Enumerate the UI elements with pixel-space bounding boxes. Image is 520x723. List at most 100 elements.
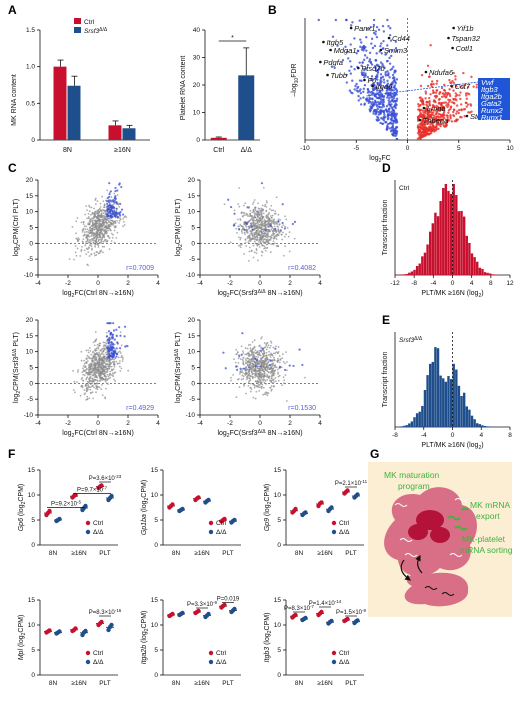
g-text-mk-platelet: MK-platelet bbox=[462, 534, 506, 544]
f-legend-ko: Δ/Δ bbox=[216, 659, 227, 666]
c-grey-point bbox=[90, 230, 93, 232]
c-grey-point bbox=[88, 355, 90, 358]
c-grey-point bbox=[92, 341, 95, 344]
c-grey-point bbox=[262, 368, 265, 371]
c-grey-point bbox=[280, 233, 283, 236]
c-grey-point bbox=[90, 206, 93, 209]
c-grey-point bbox=[257, 356, 260, 358]
f-ytick-label: 0 bbox=[154, 542, 158, 549]
sorting-arrow-up bbox=[415, 554, 423, 574]
b-blue-point bbox=[388, 107, 391, 110]
c-grey-point bbox=[99, 379, 102, 382]
c-blue-point bbox=[253, 357, 257, 360]
c-grey-point bbox=[270, 367, 272, 370]
c-grey-point bbox=[271, 377, 273, 379]
c-xtick-label: 0 bbox=[258, 280, 262, 287]
c-grey-point bbox=[240, 371, 242, 373]
c-grey-point bbox=[255, 230, 258, 232]
b-blue-point bbox=[357, 99, 360, 102]
c-grey-point bbox=[278, 355, 281, 357]
b-blue-point bbox=[363, 76, 366, 79]
c-xtick-label: 0 bbox=[96, 280, 100, 287]
c-grey-point bbox=[238, 236, 240, 239]
c-grey-point bbox=[89, 380, 92, 382]
b-red-point bbox=[462, 71, 465, 75]
b-red-point bbox=[455, 112, 458, 115]
b-red-point bbox=[472, 85, 475, 88]
c-grey-point bbox=[251, 235, 254, 238]
c-grey-point bbox=[260, 215, 262, 218]
c-blue-point bbox=[243, 228, 246, 232]
b-red-point bbox=[435, 110, 439, 114]
b-red-point bbox=[424, 107, 427, 111]
c-ylabel: log2CPM(Ctrl PLT) bbox=[13, 199, 22, 257]
b-blue-point bbox=[361, 61, 364, 64]
c-grey-point bbox=[109, 376, 112, 379]
platelet-cell bbox=[404, 572, 469, 607]
c-ylabel-sup: Δ/Δ bbox=[174, 348, 180, 357]
b-red-point bbox=[430, 108, 434, 111]
c-grey-point bbox=[256, 365, 259, 368]
c-grey-point bbox=[249, 377, 251, 380]
b-blue-point bbox=[369, 106, 372, 110]
c-grey-point bbox=[243, 373, 246, 375]
b-blue-point bbox=[388, 103, 392, 107]
c-grey-point bbox=[236, 231, 238, 234]
c-grey-point bbox=[282, 224, 285, 227]
b-blue-point bbox=[365, 97, 369, 100]
c-grey-point bbox=[284, 225, 287, 228]
c-grey-point bbox=[121, 356, 124, 359]
f-ytick-label: 10 bbox=[28, 622, 36, 629]
c-grey-point bbox=[123, 224, 126, 226]
c-grey-point bbox=[104, 378, 107, 381]
d-bar bbox=[415, 266, 419, 275]
b-red-point bbox=[452, 108, 456, 111]
c-blue-point bbox=[244, 221, 248, 224]
c-blue-point bbox=[224, 367, 227, 370]
b-red-point bbox=[462, 108, 466, 111]
b-red-point bbox=[445, 104, 448, 107]
d-bar bbox=[468, 242, 471, 275]
c-grey-point bbox=[84, 385, 87, 387]
c-grey-point bbox=[263, 370, 265, 373]
c-grey-point bbox=[258, 226, 261, 229]
b-blue-point bbox=[390, 114, 393, 117]
f-legend-dot-ko bbox=[208, 529, 214, 535]
b-gene-point bbox=[379, 48, 383, 52]
c-grey-point bbox=[265, 375, 268, 378]
b-red-point bbox=[449, 107, 452, 111]
c-xtick-label: -2 bbox=[65, 420, 71, 427]
c-scatter-plot: -4 -2 0 2 4-10-505101520r=0.7009log2FC(Ctrl … bbox=[13, 177, 160, 299]
c-blue-point bbox=[115, 214, 118, 217]
b-red-point bbox=[436, 119, 439, 122]
c-ytick-label: 15 bbox=[26, 193, 34, 200]
c-grey-point bbox=[87, 264, 89, 267]
b-blue-point bbox=[375, 89, 379, 92]
c-grey-point bbox=[248, 361, 251, 363]
c-blue-point bbox=[111, 337, 114, 340]
c-grey-point bbox=[101, 377, 103, 379]
b-red-point bbox=[447, 111, 450, 114]
c-grey-point bbox=[94, 203, 97, 206]
c-grey-point bbox=[264, 232, 266, 235]
c-grey-point bbox=[88, 206, 91, 208]
c-grey-point bbox=[103, 239, 106, 242]
c-grey-point bbox=[277, 372, 279, 375]
c-grey-point bbox=[281, 384, 284, 387]
c-grey-point bbox=[263, 372, 266, 375]
c-grey-point bbox=[234, 222, 237, 225]
c-grey-point bbox=[86, 373, 89, 376]
c-grey-point bbox=[102, 235, 104, 237]
c-blue-point bbox=[112, 199, 115, 202]
b-blue-point bbox=[395, 112, 399, 116]
c-grey-point bbox=[97, 244, 100, 247]
c-grey-point bbox=[272, 209, 275, 212]
b-ylabel-main: –log bbox=[291, 83, 298, 96]
e-bar bbox=[465, 406, 468, 427]
c-xtick-label: -2 bbox=[227, 420, 233, 427]
c-grey-point bbox=[98, 207, 101, 210]
c-grey-point bbox=[88, 382, 91, 385]
c-grey-point bbox=[233, 209, 236, 212]
